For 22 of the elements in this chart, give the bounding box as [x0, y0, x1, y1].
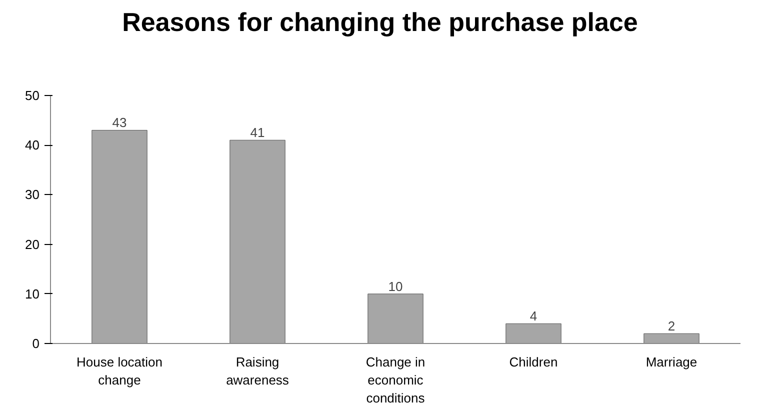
x-tick-label: House location change: [76, 354, 162, 388]
y-tick-label: 50: [25, 88, 40, 103]
chart-title: Reasons for changing the purchase place: [122, 6, 638, 39]
y-tick-label: 10: [25, 286, 40, 302]
data-label: 2: [668, 318, 676, 334]
data-label: 43: [112, 115, 127, 130]
x-tick-label: Children: [509, 354, 558, 370]
data-label: 10: [388, 278, 403, 294]
bar: [368, 294, 424, 344]
x-tick-label: Raising awareness: [226, 354, 290, 388]
y-tick-label: 0: [32, 336, 40, 351]
y-tick-label: 20: [25, 236, 40, 252]
bar: [92, 130, 148, 344]
data-label: 41: [250, 125, 265, 140]
bar: [230, 140, 286, 344]
bar: [644, 333, 700, 344]
x-tick-label: Marriage: [646, 354, 698, 370]
y-tick-label: 30: [25, 187, 40, 202]
x-tick-label: Change in economic conditions: [366, 354, 426, 405]
data-label: 4: [530, 308, 538, 324]
bar: [506, 323, 562, 344]
y-tick-label: 40: [25, 138, 40, 153]
